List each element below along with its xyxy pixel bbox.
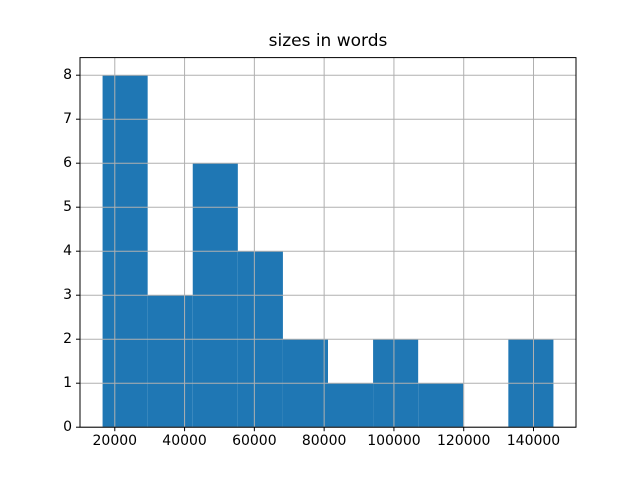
y-tick-label: 4 xyxy=(63,243,72,260)
y-tick-label: 6 xyxy=(63,155,72,172)
x-tick-label: 80000 xyxy=(301,433,347,450)
x-tick-label: 120000 xyxy=(436,433,491,450)
y-tick-label: 2 xyxy=(63,331,72,348)
y-tick-label: 1 xyxy=(63,375,72,392)
plot-border xyxy=(79,57,577,428)
chart-title: sizes in words xyxy=(268,31,388,51)
y-tick-label: 8 xyxy=(63,67,72,84)
y-tick-label: 5 xyxy=(63,199,72,216)
histogram-bar xyxy=(418,383,464,428)
x-tick-label: 140000 xyxy=(506,433,561,450)
y-tick-label: 3 xyxy=(63,287,72,304)
y-tick-label: 0 xyxy=(63,419,72,436)
histogram-bar xyxy=(147,295,193,428)
x-tick-label: 60000 xyxy=(232,433,277,450)
y-tick-label: 7 xyxy=(63,111,72,128)
x-tick-label: 100000 xyxy=(367,433,421,450)
x-tick-label: 40000 xyxy=(162,433,207,450)
x-tick-label: 20000 xyxy=(92,433,138,450)
histogram-bar xyxy=(328,383,374,428)
